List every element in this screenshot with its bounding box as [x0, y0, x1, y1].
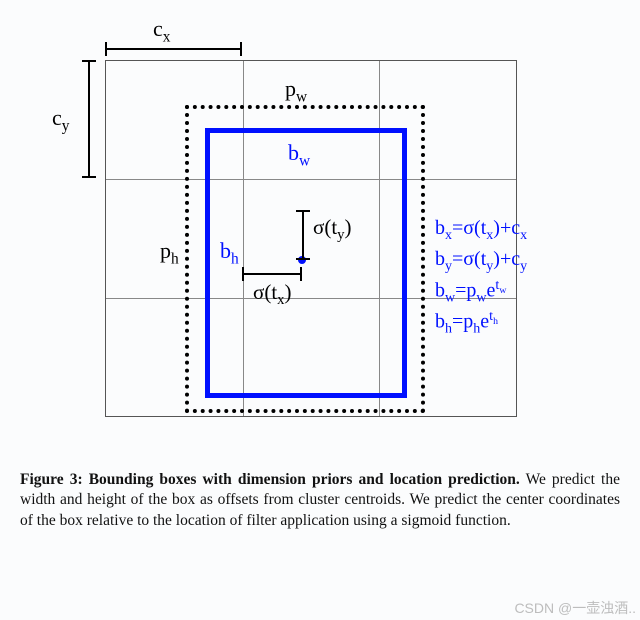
bounding-box-diagram: cx cy pw ph bw bh — [20, 20, 520, 420]
cy-label: cy — [52, 105, 69, 135]
ph-label: ph — [160, 238, 179, 268]
bw-label: bw — [288, 140, 310, 170]
equation-bx: bx=σ(tx)+cx — [435, 215, 527, 246]
sigma-tx-label: σ(tx) — [253, 280, 292, 309]
cx-label: cx — [153, 16, 170, 46]
sigma-ty-label: σ(ty) — [313, 215, 352, 244]
pw-label: pw — [285, 76, 307, 106]
sigma-tx-bracket — [242, 273, 302, 275]
bh-label: bh — [220, 238, 239, 268]
cx-bracket — [105, 48, 242, 50]
figure-caption: Figure 3: Bounding boxes with dimension … — [20, 470, 620, 531]
figure: cx cy pw ph bw bh — [20, 20, 620, 531]
equation-bw: bw=pwetw — [435, 277, 527, 309]
equation-by: by=σ(ty)+cy — [435, 246, 527, 277]
equations: bx=σ(tx)+cx by=σ(ty)+cy bw=pwetw bh=phet… — [435, 215, 527, 340]
equation-bh: bh=pheth — [435, 308, 527, 340]
cy-bracket — [88, 60, 90, 178]
sigma-ty-bracket — [302, 210, 304, 260]
watermark: CSDN @一壶浊酒.. — [514, 598, 636, 618]
